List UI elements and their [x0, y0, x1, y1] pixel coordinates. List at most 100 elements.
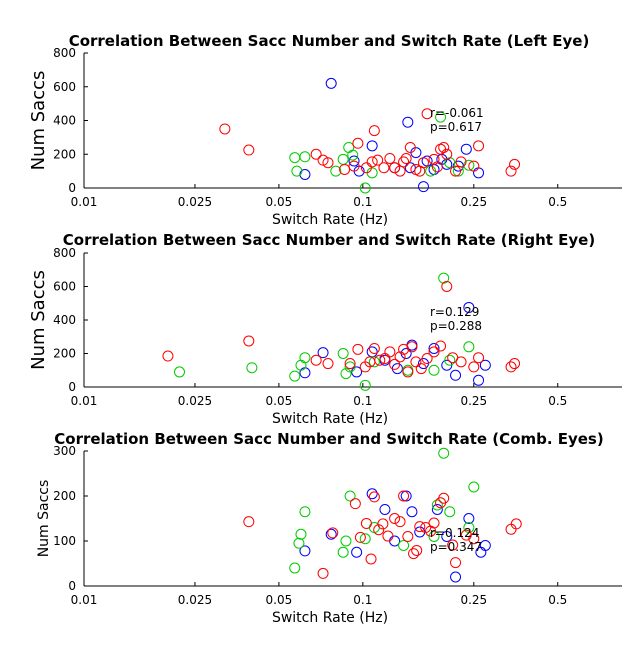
- chart-title: Correlation Between Sacc Number and Swit…: [63, 231, 595, 249]
- data-point: [337, 546, 349, 558]
- y-tick-label: 100: [53, 534, 76, 548]
- data-point: [463, 513, 475, 524]
- series-2: [173, 272, 475, 391]
- x-tick-label: 0.01: [71, 195, 98, 209]
- data-point: [299, 352, 311, 364]
- chart-panel-1: Correlation Between Sacc Number and Swit…: [28, 32, 622, 228]
- x-tick-label: 0.05: [266, 195, 293, 209]
- data-point: [463, 341, 475, 353]
- data-point: [406, 341, 418, 353]
- data-point: [421, 108, 433, 120]
- data-point: [317, 567, 329, 579]
- data-point: [389, 358, 401, 370]
- data-point: [402, 116, 414, 128]
- x-axis-label: Switch Rate (Hz): [272, 212, 388, 228]
- y-tick-label: 200: [53, 347, 76, 361]
- series-3: [162, 281, 521, 378]
- data-point: [473, 140, 485, 152]
- data-point: [435, 340, 447, 352]
- x-tick-label: 0.05: [266, 394, 293, 408]
- data-point: [398, 540, 410, 551]
- y-tick-label: 600: [53, 280, 76, 294]
- data-point: [359, 182, 371, 194]
- data-point: [243, 516, 255, 528]
- data-point: [414, 521, 426, 533]
- data-point: [377, 518, 389, 530]
- y-tick-label: 0: [68, 579, 76, 593]
- x-tick-label: 0.25: [460, 593, 487, 607]
- data-point: [410, 356, 422, 368]
- data-point: [343, 142, 355, 153]
- data-point: [509, 358, 521, 370]
- data-point: [349, 498, 361, 510]
- data-point: [162, 350, 174, 362]
- data-point: [337, 153, 349, 165]
- data-point: [428, 531, 440, 542]
- data-point: [219, 123, 231, 135]
- data-point: [325, 77, 337, 89]
- data-point: [509, 158, 521, 170]
- data-point: [402, 366, 414, 378]
- data-point: [366, 346, 378, 358]
- data-point: [431, 161, 443, 173]
- data-point: [339, 163, 351, 175]
- data-point: [352, 343, 364, 355]
- x-tick-label: 0.25: [460, 195, 487, 209]
- data-point: [352, 137, 364, 149]
- data-point: [344, 490, 356, 502]
- data-point: [400, 152, 412, 164]
- data-point: [398, 156, 410, 168]
- y-tick-label: 800: [53, 246, 76, 260]
- data-point: [173, 366, 185, 378]
- y-axis-label: Num Saccs: [28, 270, 49, 370]
- data-point: [438, 447, 450, 459]
- data-point: [340, 535, 352, 547]
- data-point: [411, 544, 423, 556]
- data-point: [404, 142, 416, 153]
- x-tick-label: 0.05: [266, 593, 293, 607]
- data-point: [360, 162, 372, 174]
- x-tick-label: 0.5: [548, 394, 567, 408]
- data-point: [460, 529, 472, 541]
- x-tick-label: 0.01: [71, 394, 98, 408]
- data-point: [295, 528, 307, 540]
- x-tick-label: 0.25: [460, 394, 487, 408]
- data-point: [421, 353, 433, 365]
- data-point: [441, 281, 453, 292]
- data-point: [351, 546, 363, 558]
- y-tick-label: 0: [68, 380, 76, 394]
- correlation-r-label: r=0.129: [430, 305, 479, 319]
- data-point: [289, 562, 301, 574]
- correlation-p-label: p=0.617: [430, 120, 482, 134]
- data-point: [435, 111, 447, 123]
- data-point: [460, 143, 472, 155]
- data-point: [348, 160, 360, 172]
- data-point: [450, 557, 462, 569]
- data-point: [289, 370, 301, 382]
- data-point: [444, 506, 456, 518]
- data-point: [325, 528, 337, 540]
- data-point: [394, 516, 406, 528]
- chart-title: Correlation Between Sacc Number and Swit…: [54, 430, 603, 448]
- data-point: [408, 548, 420, 560]
- data-point: [441, 148, 453, 160]
- correlation-p-label: p=0.288: [430, 319, 482, 333]
- data-point: [368, 491, 380, 503]
- data-point: [354, 531, 366, 543]
- data-point: [428, 364, 440, 376]
- y-axis-label: Num Saccs: [28, 71, 49, 171]
- data-point: [406, 506, 418, 518]
- data-point: [417, 157, 429, 169]
- data-point: [340, 368, 352, 380]
- y-tick-label: 400: [53, 313, 76, 327]
- data-point: [473, 352, 485, 364]
- x-tick-label: 0.5: [548, 195, 567, 209]
- data-point: [322, 157, 334, 169]
- data-point: [428, 153, 440, 165]
- data-point: [295, 359, 307, 371]
- data-point: [402, 531, 414, 542]
- y-tick-label: 200: [53, 147, 76, 161]
- data-point: [441, 531, 453, 542]
- data-point: [468, 533, 480, 545]
